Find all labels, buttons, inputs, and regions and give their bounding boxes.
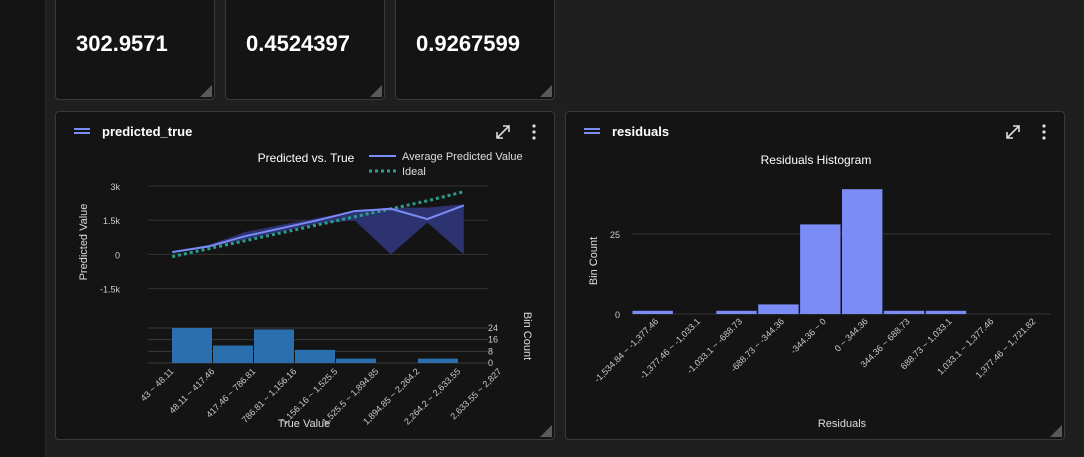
y-axis-label: Bin Count [588,237,600,285]
legend-label-avg: Average Predicted Value [402,151,523,163]
drag-handle-icon[interactable] [74,128,90,134]
bin-tick-label: 8 [488,346,493,356]
y-tick-label: 3k [110,182,120,192]
predicted-true-card: predicted_true Predicted vs. True Averag… [55,111,555,440]
more-options-icon[interactable] [529,123,539,141]
card-header: residuals [566,112,1064,150]
x-tick-label: -344.36 ~ 0 [789,316,828,355]
resize-handle-icon[interactable] [370,85,382,97]
chart-title: Predicted vs. True [258,151,355,165]
histogram-bar [884,311,924,314]
expand-icon[interactable] [494,123,512,141]
residuals-histogram-chart: Residuals Histogram Bin Count Residuals … [566,150,1066,440]
metric-tile[interactable]: 302.9571 [55,0,215,100]
drag-handle-icon[interactable] [584,128,600,134]
bin-count-label: Bin Count [521,312,533,360]
histogram-bar [800,224,840,314]
y-axis-label: Predicted Value [78,204,90,281]
histogram-bar [633,311,673,314]
histogram-bar [758,304,798,314]
y-tick-label: 0 [615,310,620,320]
y-tick-label: -1.5k [100,285,121,295]
histogram-bar [926,311,966,314]
metric-value: 0.9267599 [416,31,520,57]
bin-tick-label: 16 [488,335,498,345]
expand-icon[interactable] [1004,123,1022,141]
x-axis-label: Residuals [818,418,867,430]
bin-count-bar [172,328,212,363]
bin-count-bar [295,350,335,363]
chart-title: Residuals Histogram [761,153,872,167]
y-tick-label: 0 [115,250,120,260]
metric-value: 302.9571 [76,31,168,57]
predicted-vs-true-chart: Predicted vs. True Average Predicted Val… [56,150,556,440]
resize-handle-icon[interactable] [540,425,552,437]
metric-value: 0.4524397 [246,31,350,57]
bin-tick-label: 24 [488,323,498,333]
metric-tile[interactable]: 0.9267599 [395,0,555,100]
histogram-bar [842,189,882,314]
resize-handle-icon[interactable] [1050,425,1062,437]
bin-count-bar [418,359,458,363]
x-tick-label: 0 ~ 344.36 [833,316,870,353]
left-rail [0,0,46,457]
metric-tile[interactable]: 0.4524397 [225,0,385,100]
card-title: predicted_true [102,124,192,139]
residuals-card: residuals Residuals Histogram Bin Count … [565,111,1065,440]
x-tick-label: 43 ~ 48.11 [139,366,176,403]
more-options-icon[interactable] [1039,123,1049,141]
histogram-bar [716,311,756,314]
y-tick-label: 25 [610,230,620,240]
resize-handle-icon[interactable] [200,85,212,97]
bin-tick-label: 0 [488,358,493,368]
bin-count-bar [213,346,253,364]
resize-handle-icon[interactable] [540,85,552,97]
card-header: predicted_true [56,112,554,150]
bin-count-bar [254,329,294,363]
legend-label-ideal: Ideal [402,166,426,178]
card-title: residuals [612,124,669,139]
y-tick-label: 1.5k [103,216,121,226]
bin-count-bar [336,359,376,363]
